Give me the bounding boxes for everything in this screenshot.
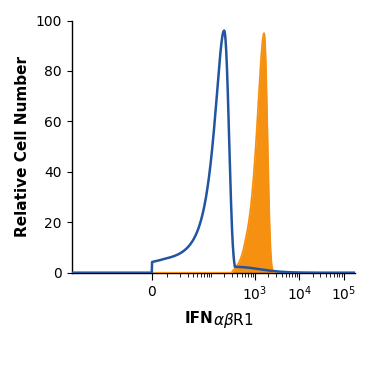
Text: $\alpha\beta$R1: $\alpha\beta$R1 [213,311,254,330]
Text: IFN: IFN [184,311,213,326]
Y-axis label: Relative Cell Number: Relative Cell Number [15,56,30,237]
